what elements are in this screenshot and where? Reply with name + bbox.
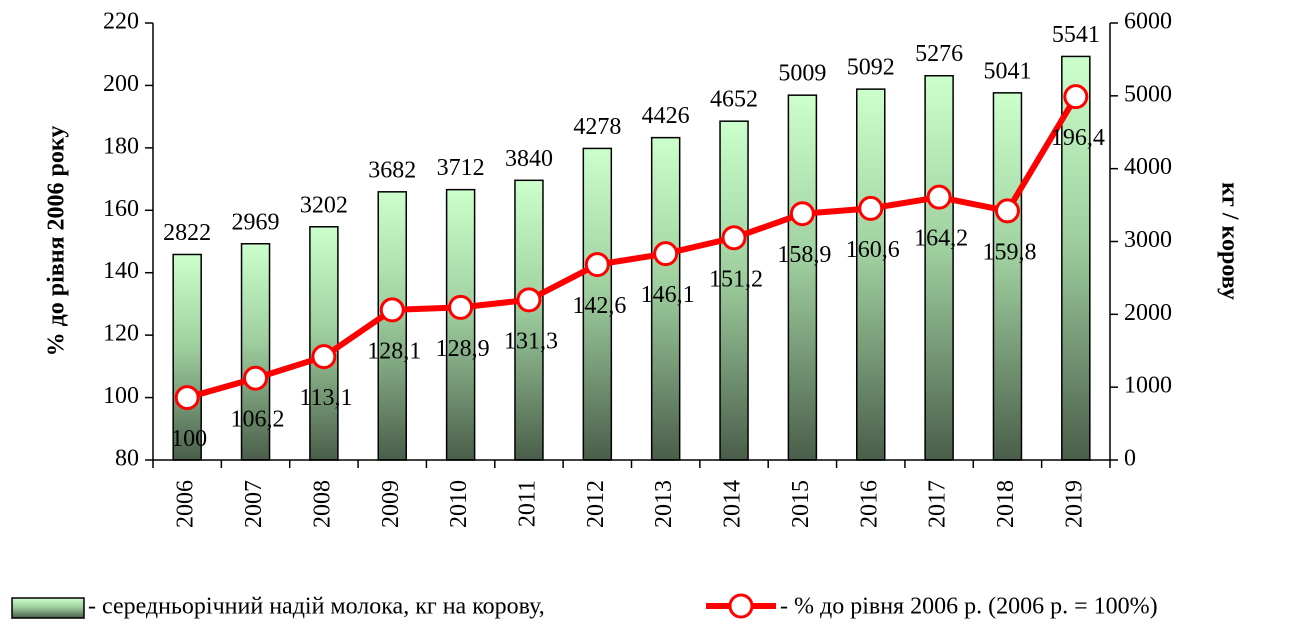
bar-label: 3840 [505,146,553,172]
line-marker [311,344,337,370]
y-tick-label: 120 [103,321,139,347]
bar [309,226,339,461]
bar [856,88,886,461]
line-marker [584,252,610,278]
line-label: 159,8 [982,239,1036,265]
x-tick-label: 2009 [378,480,404,528]
x-tick-label: 2017 [925,480,951,528]
y-tick-label: 180 [103,133,139,159]
y2-tick-label: 2000 [1124,300,1172,326]
x-tick-label: 2012 [583,480,609,528]
bar-label: 4426 [642,103,690,129]
x-tick-label: 2014 [720,480,746,528]
y2-tick-label: 1000 [1124,373,1172,399]
legend-marker [728,593,754,619]
x-tick-label: 2010 [446,480,472,528]
line-label: 160,6 [846,237,900,263]
y-tick-label: 80 [115,446,139,472]
x-tick-label: 2016 [856,480,882,528]
bar-label: 2969 [232,209,280,235]
line-label: 113,1 [299,385,352,411]
bar-label: 3682 [368,157,416,183]
bar [650,136,681,461]
x-tick-label: 2013 [651,480,677,528]
line-marker [721,225,747,251]
line-label: 151,2 [709,266,763,292]
bar-label: 5041 [983,58,1031,84]
x-tick-label: 2007 [241,480,267,528]
line-label: 128,9 [436,336,490,362]
y2-tick-label: 4000 [1124,154,1172,180]
bar-label: 5541 [1052,22,1100,48]
x-tick-label: 2006 [173,480,199,528]
line-marker [516,287,542,313]
line-label: 164,2 [914,226,968,252]
y-tick-label: 200 [103,71,139,97]
line-label: 146,1 [641,282,695,308]
y-tick-label: 140 [103,258,139,284]
bar [992,92,1023,461]
bar-label: 5276 [915,41,963,67]
bar [719,120,749,461]
legend-label: - % до рівня 2006 р. (2006 р. = 100%) [780,594,1158,620]
bar [377,191,407,461]
line-marker [789,201,815,227]
bar-label: 3202 [300,192,348,218]
x-tick-label: 2008 [309,480,335,528]
bar [514,179,544,461]
y2-tick-label: 3000 [1124,227,1172,253]
line-label: 158,9 [777,242,831,268]
line-marker [1063,84,1089,110]
line-label: 128,1 [367,338,421,364]
bar [445,188,476,461]
y2-tick-label: 0 [1124,446,1136,472]
y2-tick-label: 5000 [1124,81,1172,107]
line-marker [926,184,952,210]
bar [787,94,818,461]
line-label: 142,6 [572,293,626,319]
y2-tick-label: 6000 [1124,9,1172,35]
line-marker [243,365,269,391]
bar [240,243,271,461]
y-tick-label: 160 [103,196,139,222]
bar-label: 5092 [847,55,895,81]
line-marker [858,195,884,221]
bar [582,147,613,461]
bar-label: 5009 [778,61,826,87]
x-tick-label: 2011 [514,480,540,527]
line-label: 196,4 [1051,125,1105,151]
line-label: 131,3 [504,328,558,354]
bar [924,74,954,461]
line-marker [174,385,200,411]
legend-swatch [11,597,85,619]
x-tick-label: 2019 [1061,480,1087,528]
bar-label: 2822 [163,220,211,246]
y-tick-label: 220 [103,9,139,35]
line-marker [994,198,1020,224]
bar-label: 4278 [573,114,621,140]
line-label: 100 [171,426,207,452]
bar-label: 3712 [437,155,485,181]
y-axis-label: % до рівня 2006 року [44,126,70,357]
line-marker [653,241,679,267]
bar-label: 4652 [710,87,758,113]
y-tick-label: 100 [103,383,139,409]
x-tick-label: 2018 [993,480,1019,528]
line-label: 106,2 [231,407,285,433]
bar [172,253,202,461]
x-tick-label: 2015 [788,480,814,528]
y2-axis-label: кг / корову [1216,182,1242,300]
legend-label: - середньорічний надій молока, кг на кор… [88,594,545,620]
bar [1061,55,1091,461]
line-marker [448,294,474,320]
line-marker [379,297,405,323]
